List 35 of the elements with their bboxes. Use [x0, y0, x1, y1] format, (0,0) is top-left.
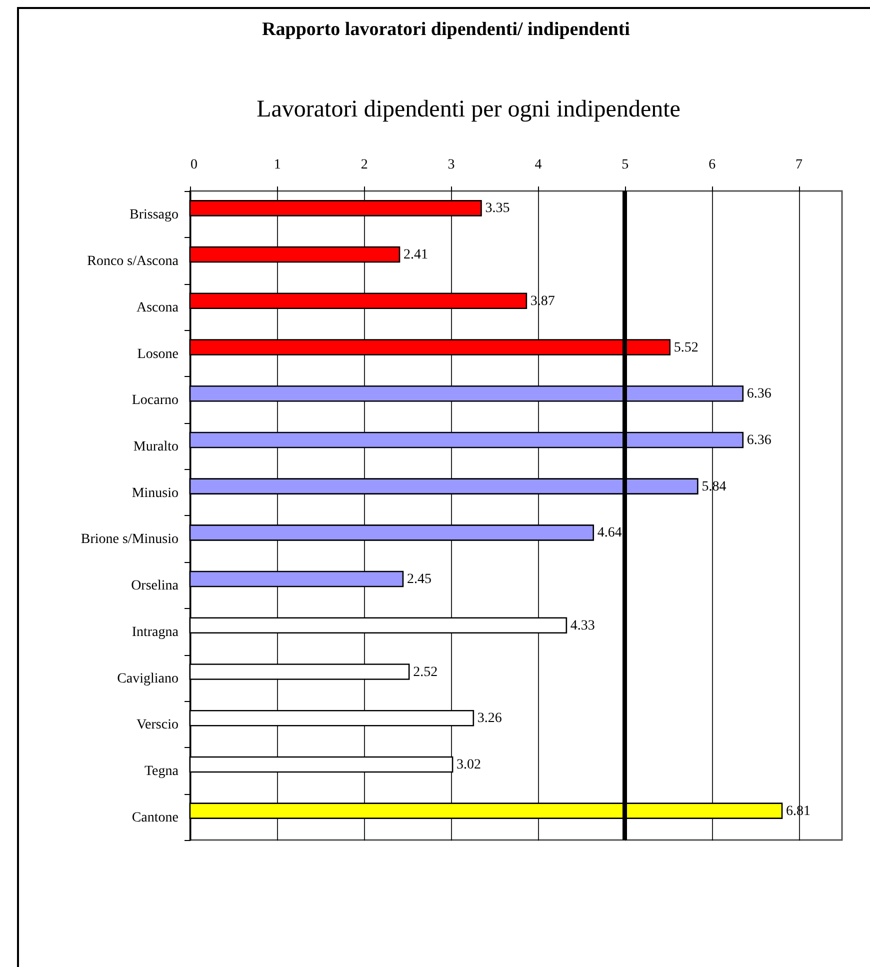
data-label: 3.02: [456, 757, 482, 772]
data-label: 5.52: [674, 340, 698, 356]
y-tick-label: Tegna: [144, 764, 180, 779]
y-tick-label: Brissago: [130, 208, 178, 223]
x-tick-label: 6: [708, 158, 716, 172]
y-tick-label: Brione s/Minusio: [80, 532, 178, 548]
data-label: 6.36: [746, 386, 772, 402]
data-label: 3.35: [485, 201, 510, 216]
x-tick-label: 0: [190, 158, 198, 172]
x-tick-label: 2: [360, 158, 368, 172]
data-label: 2.41: [404, 248, 428, 263]
y-tick-label: Losone: [137, 346, 178, 362]
y-tick-label: Minusio: [132, 486, 178, 501]
y-tick-label: Intragna: [132, 624, 180, 640]
y-tick-label: Orselina: [131, 578, 180, 594]
y-tick-label: Ascona: [136, 300, 180, 316]
x-tick-label: 3: [448, 158, 455, 172]
x-axis-title: Lavoratori dipendenti per ogni indipendente: [256, 96, 680, 122]
y-tick-label: Muralto: [133, 439, 178, 454]
y-tick-label: Cavigliano: [117, 671, 178, 686]
x-tick-label: 5: [622, 158, 629, 172]
data-label: 2.52: [413, 664, 438, 680]
x-tick-label: 4: [534, 158, 542, 172]
data-label: 3.26: [477, 711, 502, 726]
y-tick-label: Locarno: [132, 393, 178, 408]
chart-title: Rapporto lavoratori dipendenti/ indipendenti: [262, 19, 630, 40]
x-tick-label: 7: [796, 158, 803, 172]
y-tick-label: Cantone: [132, 810, 178, 826]
y-tick-label: Verscio: [136, 718, 178, 733]
data-label: 4.33: [570, 618, 595, 634]
data-label: 6.36: [746, 432, 772, 448]
data-label: 4.64: [597, 526, 622, 541]
x-tick-label: 1: [274, 158, 281, 172]
data-label: 2.45: [406, 572, 432, 588]
y-tick-label: Ronco s/Ascona: [87, 254, 180, 270]
